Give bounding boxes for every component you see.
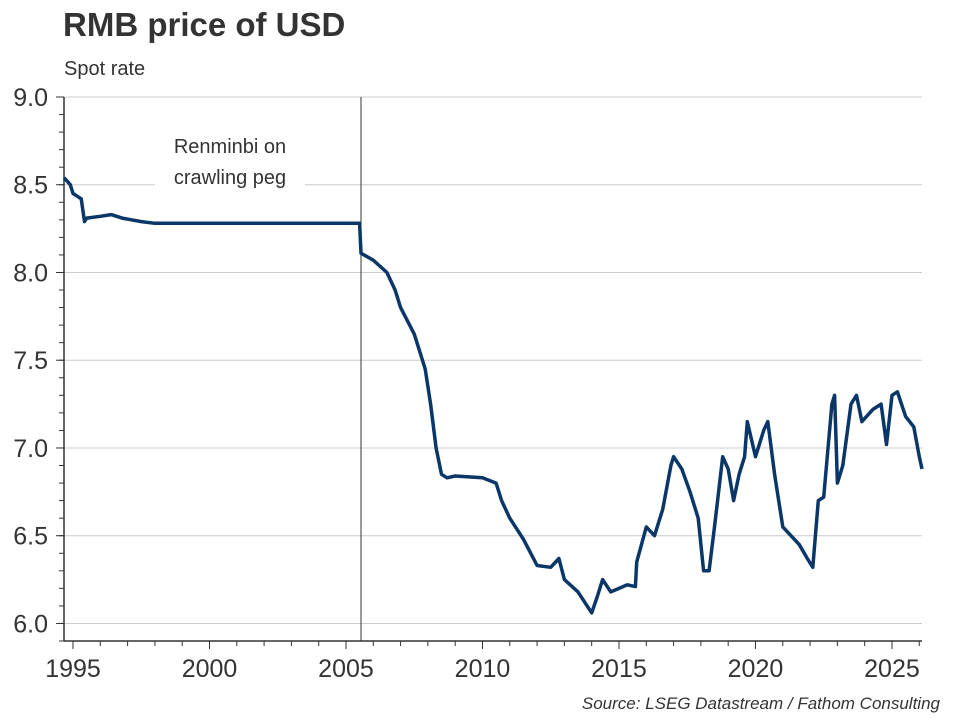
y-tick-label: 7.5 — [13, 347, 48, 375]
y-tick-label: 8.5 — [13, 172, 48, 200]
x-tick-label: 1995 — [45, 655, 101, 683]
x-tick-label: 2020 — [728, 655, 784, 683]
x-tick-label: 2025 — [864, 655, 920, 683]
y-tick-label: 7.0 — [13, 435, 48, 463]
x-tick-label: 2015 — [591, 655, 647, 683]
annotation-text: crawling peg — [174, 167, 286, 189]
y-tick-label: 8.0 — [13, 259, 48, 287]
y-tick-label: 6.5 — [13, 523, 48, 551]
x-tick-label: 2010 — [455, 655, 511, 683]
x-tick-label: 2005 — [318, 655, 374, 683]
source-note: Source: LSEG Datastream / Fathom Consult… — [581, 694, 940, 713]
x-tick-label: 2000 — [182, 655, 238, 683]
y-tick-label: 6.0 — [13, 610, 48, 638]
series-line-usd-cny — [62, 176, 924, 615]
chart-title: RMB price of USD — [63, 6, 346, 43]
chart-subtitle: Spot rate — [64, 58, 146, 80]
annotation-background — [155, 127, 305, 192]
y-tick-label: 9.0 — [13, 84, 48, 112]
annotation-text: Renminbi on — [174, 136, 286, 158]
